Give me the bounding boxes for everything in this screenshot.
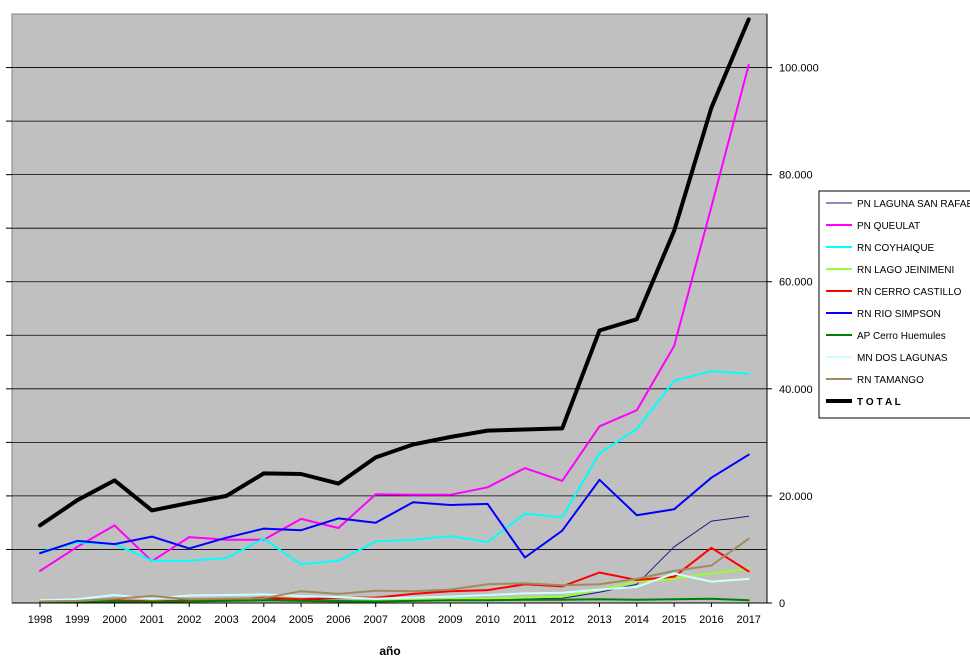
series-line — [39, 537, 750, 603]
x-tick-label: 2013 — [587, 614, 611, 626]
x-tick-label: 2010 — [475, 614, 499, 626]
x-tick-label: 1999 — [65, 614, 89, 626]
legend-label: RN LAGO JEINIMENI — [857, 265, 954, 276]
x-tick-label: 2001 — [140, 614, 164, 626]
y-tick-label: 60.000 — [779, 277, 813, 289]
x-tick-label: 2012 — [550, 614, 574, 626]
y-tick-label: 100.000 — [779, 63, 819, 75]
y-tick-label: 80.000 — [779, 170, 813, 182]
x-axis-label: año — [379, 644, 400, 658]
legend-label: T O T A L — [857, 397, 901, 408]
x-tick-label: 2003 — [214, 614, 238, 626]
x-tick-label: 1998 — [28, 614, 52, 626]
y-tick-label: 40.000 — [779, 384, 813, 396]
legend-label: AP Cerro Huemules — [857, 331, 946, 342]
series-line — [39, 597, 750, 604]
series-line — [39, 453, 750, 559]
series-line — [39, 370, 750, 566]
y-tick-label: 20.000 — [779, 491, 813, 503]
x-tick-label: 2008 — [401, 614, 425, 626]
x-tick-label: 2007 — [363, 614, 387, 626]
legend-label: RN CERRO CASTILLO — [857, 287, 962, 298]
x-tick-label: 2005 — [289, 614, 313, 626]
series-line — [39, 63, 750, 572]
left-axis-ticks — [6, 67, 12, 550]
x-tick-label: 2000 — [102, 614, 126, 626]
legend-label: PN QUEULAT — [857, 221, 920, 232]
legend-label: RN COYHAIQUE — [857, 243, 935, 254]
x-tick-label: 2004 — [252, 614, 276, 626]
y-tick-label: 0 — [779, 598, 785, 610]
x-tick-label: 2006 — [326, 614, 350, 626]
series-lines — [38, 17, 751, 604]
x-tick-label: 2002 — [177, 614, 201, 626]
legend: PN LAGUNA SAN RAFAEL PN QUEULAT RN COYHAIQ… — [818, 190, 970, 419]
legend-box — [818, 190, 970, 419]
series-line — [39, 572, 750, 602]
x-axis: 1998 1999 2000 2001 2002 2003 2004 2005 2006 2007… — [12, 602, 767, 626]
x-tick-label: 2016 — [699, 614, 723, 626]
legend-label: RN TAMANGO — [857, 375, 924, 386]
series-line — [38, 17, 751, 528]
legend-label: MN DOS LAGUNAS — [857, 353, 948, 364]
x-tick-label: 2015 — [662, 614, 686, 626]
x-tick-label: 2017 — [736, 614, 760, 626]
legend-label: PN LAGUNA SAN RAFAEL — [857, 199, 970, 210]
x-tick-label: 2009 — [438, 614, 462, 626]
legend-label: RN RIO SIMPSON — [857, 309, 941, 320]
y-axis: 0 20.000 40.000 60.000 80.000 100.000 — [766, 14, 819, 610]
x-tick-label: 2011 — [513, 614, 537, 626]
gridlines — [12, 67, 767, 550]
x-tick-label: 2014 — [625, 614, 649, 626]
